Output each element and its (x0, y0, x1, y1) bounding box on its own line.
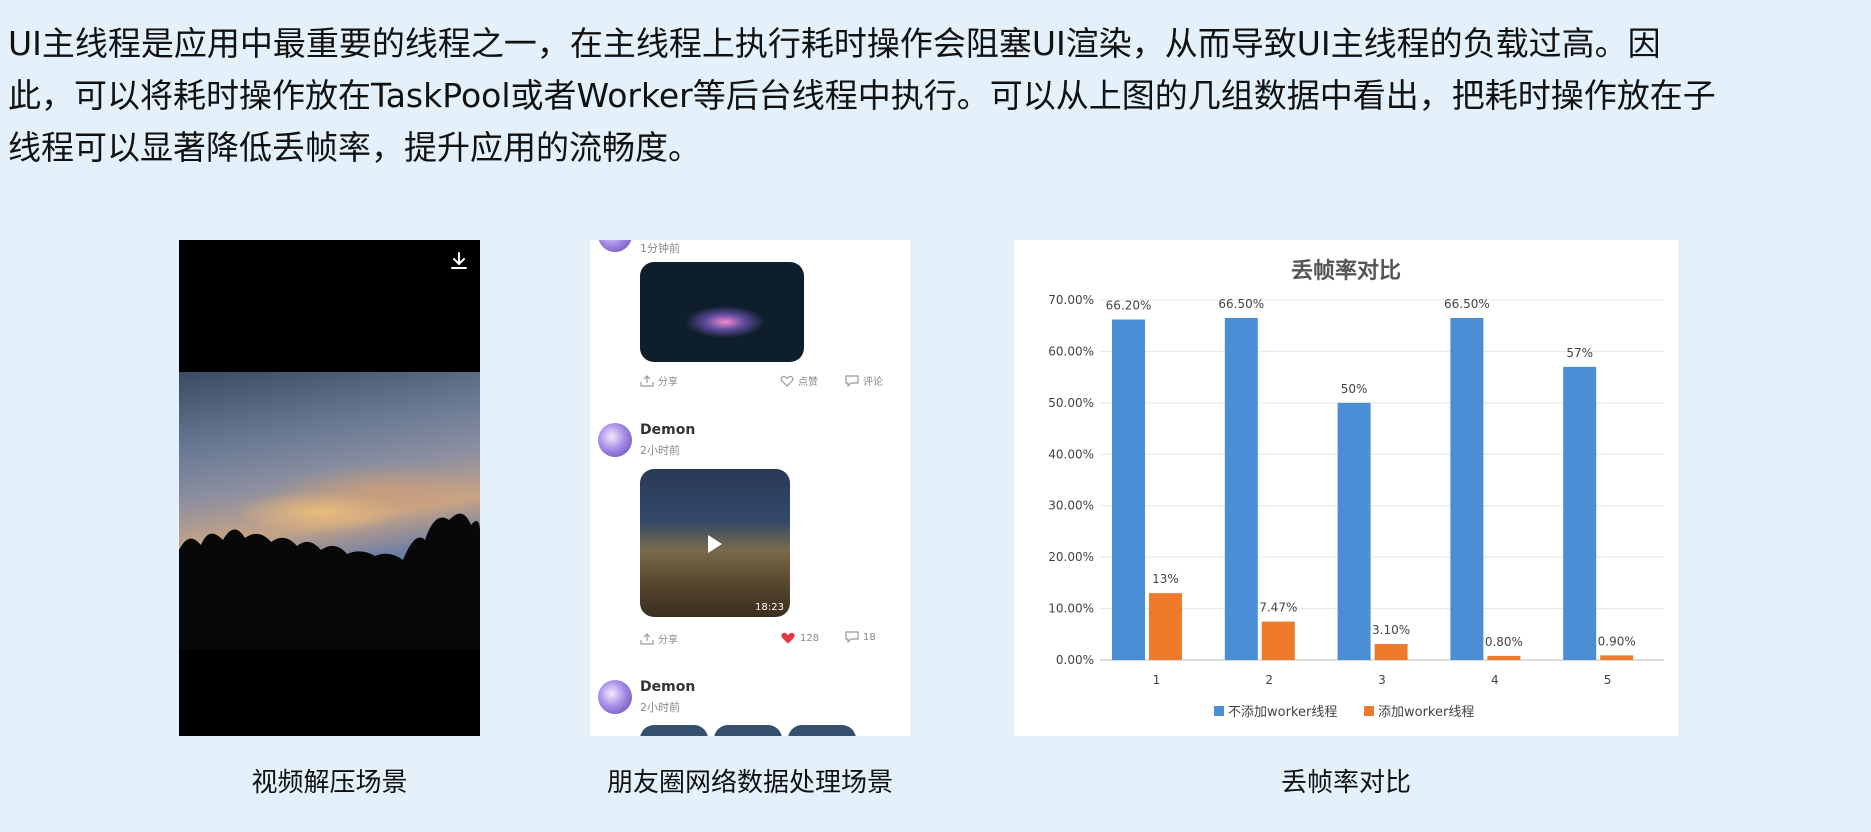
y-tick-label: 40.00% (1048, 447, 1094, 461)
bar (1224, 318, 1258, 660)
heart-icon (780, 375, 794, 387)
bar (1374, 644, 1408, 660)
share-label: 分享 (658, 377, 678, 388)
avatar[interactable] (598, 680, 632, 714)
data-label: 57% (1566, 346, 1593, 360)
post-video[interactable]: 18:23 (640, 469, 790, 617)
post-photo[interactable] (788, 725, 856, 736)
share-icon (640, 632, 654, 645)
play-icon[interactable] (708, 535, 722, 553)
bar (1261, 621, 1295, 660)
legend-swatch (1214, 706, 1224, 716)
y-tick-label: 70.00% (1048, 293, 1094, 307)
legend-label: 不添加worker线程 (1228, 705, 1337, 720)
x-tick-label: 3 (1378, 673, 1386, 687)
caption-chart: 丢帧率对比 (1280, 768, 1411, 798)
comment-action[interactable]: 评论 (845, 373, 883, 388)
data-label: 3.10% (1372, 623, 1410, 637)
tree-silhouette (179, 513, 480, 650)
like-label: 点赞 (798, 377, 818, 388)
share-icon (640, 374, 654, 387)
share-label: 分享 (658, 635, 678, 646)
x-tick-label: 2 (1265, 673, 1273, 687)
comment-count: 18 (863, 631, 876, 643)
video-duration: 18:23 (755, 602, 784, 613)
like-action[interactable]: 点赞 (780, 373, 818, 388)
post-photo[interactable] (714, 725, 782, 736)
x-tick-label: 5 (1604, 673, 1612, 687)
feed-scene-image: 1分钟前 分享 点赞 评论 Demon 2小时前 18:23 分享 128 18… (590, 240, 910, 736)
data-label: 0.80% (1485, 635, 1523, 649)
x-tick-label: 4 (1491, 673, 1499, 687)
legend-label: 添加worker线程 (1378, 705, 1474, 720)
x-tick-label: 1 (1153, 673, 1161, 687)
y-tick-label: 50.00% (1048, 396, 1094, 410)
comment-icon (845, 631, 859, 643)
avatar[interactable] (598, 423, 632, 457)
share-action[interactable]: 分享 (640, 631, 678, 646)
data-label: 66.20% (1106, 299, 1152, 313)
intro-paragraph: UI主线程是应用中最重要的线程之一，在主线程上执行耗时操作会阻塞UI渲染，从而导… (8, 18, 1858, 174)
comment-icon (845, 374, 859, 387)
data-label: 50% (1341, 382, 1368, 396)
post-author[interactable]: Demon (640, 679, 696, 695)
data-label: 0.90% (1598, 634, 1636, 648)
frame-drop-chart: 丢帧率对比 0.00% 10.00% 20.00% 30.00% 40.00% 50.00%… (1014, 240, 1678, 736)
share-action[interactable]: 分享 (640, 373, 678, 388)
download-icon[interactable] (448, 250, 470, 272)
y-tick-label: 60.00% (1048, 344, 1094, 358)
video-scene-image (179, 240, 480, 736)
post-time: 2小时前 (640, 444, 680, 457)
data-label: 13% (1152, 572, 1179, 586)
avatar[interactable] (598, 240, 632, 252)
bar (1337, 402, 1371, 660)
intro-line-1: UI主线程是应用中最重要的线程之一，在主线程上执行耗时操作会阻塞UI渲染，从而导… (8, 24, 1661, 63)
chart-svg: 丢帧率对比 0.00% 10.00% 20.00% 30.00% 40.00% 50.00%… (1048, 258, 1664, 720)
bar (1450, 318, 1484, 660)
bar (1149, 593, 1182, 660)
post-photo[interactable] (640, 262, 804, 362)
caption-video: 视频解压场景 (251, 768, 408, 798)
post-time: 2小时前 (640, 701, 680, 714)
chart-title: 丢帧率对比 (1291, 258, 1401, 284)
y-tick-label: 20.00% (1048, 550, 1094, 564)
data-label: 66.50% (1444, 297, 1490, 311)
bar (1563, 366, 1597, 660)
post-photo[interactable] (640, 725, 708, 736)
caption-feed: 朋友圈网络数据处理场景 (606, 768, 893, 798)
y-tick-label: 0.00% (1056, 653, 1094, 667)
bar (1112, 319, 1145, 660)
y-tick-label: 10.00% (1048, 602, 1094, 616)
legend-swatch (1364, 706, 1374, 716)
bar (1487, 655, 1521, 660)
intro-line-2: 此，可以将耗时操作放在TaskPool或者Worker等后台线程中执行。可以从上… (8, 76, 1716, 115)
bar (1600, 655, 1634, 660)
data-label: 66.50% (1218, 297, 1264, 311)
like-action[interactable]: 128 (780, 631, 819, 645)
comment-label: 评论 (863, 377, 883, 388)
post-time: 1分钟前 (640, 242, 680, 255)
intro-line-3: 线程可以显著降低丢帧率，提升应用的流畅度。 (8, 128, 701, 167)
comment-action[interactable]: 18 (845, 631, 876, 643)
data-label: 7.47% (1259, 601, 1297, 615)
like-count: 128 (800, 632, 820, 644)
y-tick-label: 30.00% (1048, 499, 1094, 513)
heart-icon (781, 632, 795, 644)
post-author[interactable]: Demon (640, 422, 696, 438)
